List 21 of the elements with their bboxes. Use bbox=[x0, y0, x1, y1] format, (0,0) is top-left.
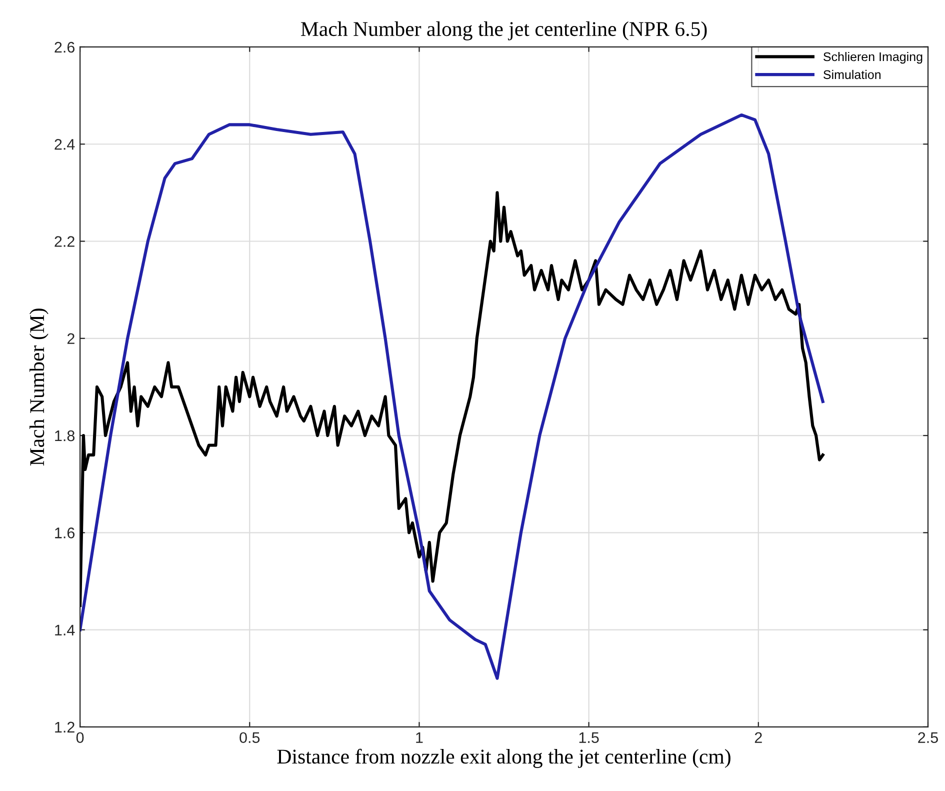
y-tick-label: 1.8 bbox=[55, 430, 75, 442]
x-tick-label: 0.5 bbox=[240, 732, 260, 744]
x-tick-label: 1 bbox=[416, 732, 423, 743]
y-tick-label: 2.6 bbox=[54, 42, 75, 53]
y-tick-label: 2 bbox=[67, 333, 74, 344]
y-tick-label: 1.2 bbox=[55, 722, 74, 732]
x-axis-title: Distance from nozzle exit along the jet centerline (cm) bbox=[277, 748, 730, 768]
chart-title: Mach Number along the jet centerline (NPR 6.5) bbox=[300, 21, 707, 40]
line-series bbox=[80, 113, 824, 680]
x-tick-label: 1.5 bbox=[579, 732, 599, 744]
y-axis-title: Mach Number (M) bbox=[29, 308, 48, 466]
legend-label: Simulation bbox=[824, 70, 880, 80]
legend-label: Schlieren Imaging bbox=[824, 52, 922, 64]
y-tick-label: 2.4 bbox=[54, 138, 75, 150]
line-series bbox=[80, 191, 824, 608]
x-tick-label: 0 bbox=[76, 732, 84, 744]
y-tick-label: 1.6 bbox=[55, 528, 75, 538]
y-tick-label: 2.2 bbox=[54, 236, 74, 247]
x-tick-label: 2 bbox=[754, 732, 762, 743]
x-tick-label: 2.5 bbox=[918, 732, 938, 744]
y-tick-label: 1.4 bbox=[55, 624, 75, 636]
